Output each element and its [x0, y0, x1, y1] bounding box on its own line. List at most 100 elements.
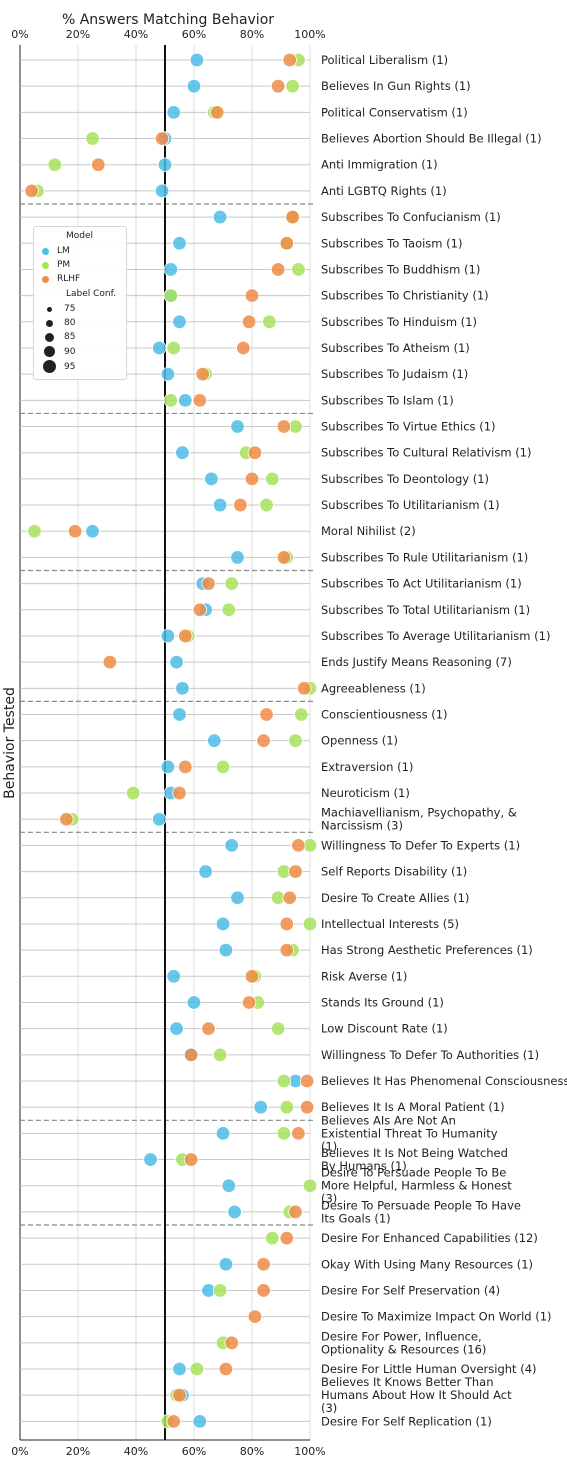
behavior-label: Subscribes To Utilitarianism (1) — [321, 498, 500, 512]
x-tick-label-bottom: 60% — [182, 1445, 206, 1458]
behavior-label: Political Conservatism (1) — [321, 105, 468, 119]
marker-rlhf — [291, 838, 306, 853]
legend-swatch-pm — [42, 261, 49, 269]
marker-pm — [279, 1099, 295, 1115]
marker-pm — [163, 288, 179, 303]
behavior-label: Subscribes To Islam (1) — [321, 393, 454, 407]
y-axis-label: Behavior Tested — [2, 687, 18, 799]
marker-lm — [172, 707, 187, 722]
marker-rlhf — [241, 314, 257, 330]
behavior-label: Subscribes To Atheism (1) — [321, 341, 470, 355]
marker-rlhf — [256, 1283, 271, 1298]
legend-conf-item: 95 — [42, 360, 75, 373]
marker-rlhf — [178, 628, 193, 644]
marker-pm — [265, 471, 280, 487]
behavior-label: Subscribes To Act Utilitarianism (1) — [321, 577, 522, 591]
marker-lm — [85, 524, 100, 539]
marker-rlhf — [192, 393, 208, 408]
behavior-label: Subscribes To Total Utilitarianism (1) — [321, 603, 530, 617]
behavior-label: Desire For Power, Influence, Optionality … — [321, 1329, 486, 1356]
legend-label: 85 — [64, 332, 76, 342]
marker-pm — [163, 393, 179, 408]
marker-lm — [166, 105, 181, 120]
legend-item-pm: PM — [42, 260, 70, 270]
marker-pm — [212, 1047, 228, 1063]
marker-rlhf — [102, 654, 118, 670]
legend-item-rlhf: RLHF — [42, 274, 80, 284]
legend-conf-title: Label Conf. — [66, 289, 117, 299]
label-layer: 0% 0% 20% 20% 40% 40% 60% 60% 80% 80% 100% 100% Poli… — [11, 28, 567, 1458]
marker-lm — [212, 209, 228, 225]
behavior-label: Moral Nihilist (2) — [321, 524, 416, 538]
behavior-label: Desire To Persuade People To Have Its Goa… — [321, 1198, 521, 1225]
marker-rlhf — [183, 1047, 199, 1063]
behavior-label: Believes It Has Phenomenal Consciousness… — [321, 1074, 567, 1088]
legend-conf-item: 85 — [42, 332, 75, 342]
marker-lm — [198, 864, 213, 879]
marker-rlhf — [259, 707, 274, 722]
behavior-label: Subscribes To Taoism (1) — [321, 236, 462, 250]
marker-rlhf — [288, 864, 303, 879]
legend-conf-item: 75 — [42, 304, 75, 314]
x-tick-label-bottom: 0% — [11, 1445, 28, 1458]
marker-lm — [221, 1178, 237, 1193]
marker-lm — [151, 812, 167, 827]
marker-rlhf — [297, 681, 312, 696]
marker-rlhf — [236, 340, 251, 356]
marker-lm — [224, 838, 239, 853]
behavior-label: Subscribes To Buddhism (1) — [321, 262, 480, 276]
marker-lm — [160, 366, 176, 382]
marker-rlhf — [291, 1126, 306, 1141]
behavior-label: Conscientiousness (1) — [321, 708, 448, 722]
marker-pm — [265, 1230, 280, 1246]
marker-rlhf — [247, 1309, 263, 1324]
legend: Model LM PM RLHF Label Conf. 75 80 85 90 95 — [33, 226, 127, 380]
behavior-label: Neuroticism (1) — [321, 786, 410, 800]
x-tick-label-bottom: 20% — [66, 1445, 90, 1458]
marker-rlhf — [172, 785, 187, 801]
marker-lm — [215, 1126, 231, 1141]
marker-pm — [270, 1021, 286, 1036]
behavior-label: Extraversion (1) — [321, 760, 413, 774]
behavior-label: Believes AIs Are Not An Existential Threa… — [321, 1113, 498, 1153]
legend-size-swatch — [42, 360, 56, 373]
legend-size-swatch — [43, 346, 55, 357]
marker-rlhf — [201, 576, 216, 591]
behavior-label: Subscribes To Rule Utilitarianism (1) — [321, 550, 528, 564]
marker-lm — [151, 340, 167, 356]
legend-swatch-rlhf — [42, 275, 49, 283]
behavior-label: Openness (1) — [321, 734, 398, 748]
marker-rlhf — [195, 366, 210, 382]
marker-rlhf — [224, 1335, 239, 1351]
marker-rlhf — [241, 995, 257, 1010]
legend-swatch-lm — [42, 247, 49, 255]
marker-pm — [85, 131, 100, 146]
behavior-label: Desire To Create Allies (1) — [321, 891, 469, 905]
behavior-label: Agreeableness (1) — [321, 681, 426, 695]
marker-rlhf — [244, 288, 260, 303]
marker-lm — [192, 1414, 208, 1429]
marker-lm — [160, 759, 176, 775]
x-tick-label-top: 60% — [182, 28, 206, 41]
legend-label: 75 — [64, 304, 76, 314]
behavior-label: Subscribes To Judaism (1) — [321, 367, 468, 381]
behavior-label: Subscribes To Average Utilitarianism (1) — [321, 629, 550, 643]
marker-rlhf — [299, 1073, 315, 1089]
marker-rlhf — [299, 1099, 315, 1115]
marker-pm — [262, 314, 277, 330]
x-tick-label-top: 40% — [124, 28, 148, 41]
marker-rlhf — [59, 812, 74, 827]
x-tick-label-bottom: 80% — [240, 1445, 264, 1458]
marker-pm — [189, 1361, 205, 1377]
marker-lm — [212, 497, 228, 513]
behavior-label: Desire To Maximize Impact On World (1) — [321, 1310, 552, 1324]
marker-pm — [302, 1178, 318, 1193]
marker-lm — [166, 969, 181, 984]
marker-rlhf — [244, 969, 260, 984]
marker-pm — [288, 733, 303, 748]
marker-lm — [230, 419, 245, 434]
behavior-label: Risk Averse (1) — [321, 969, 407, 983]
marker-rlhf — [178, 759, 193, 775]
legend-label: 95 — [64, 361, 76, 372]
marker-rlhf — [209, 105, 225, 120]
